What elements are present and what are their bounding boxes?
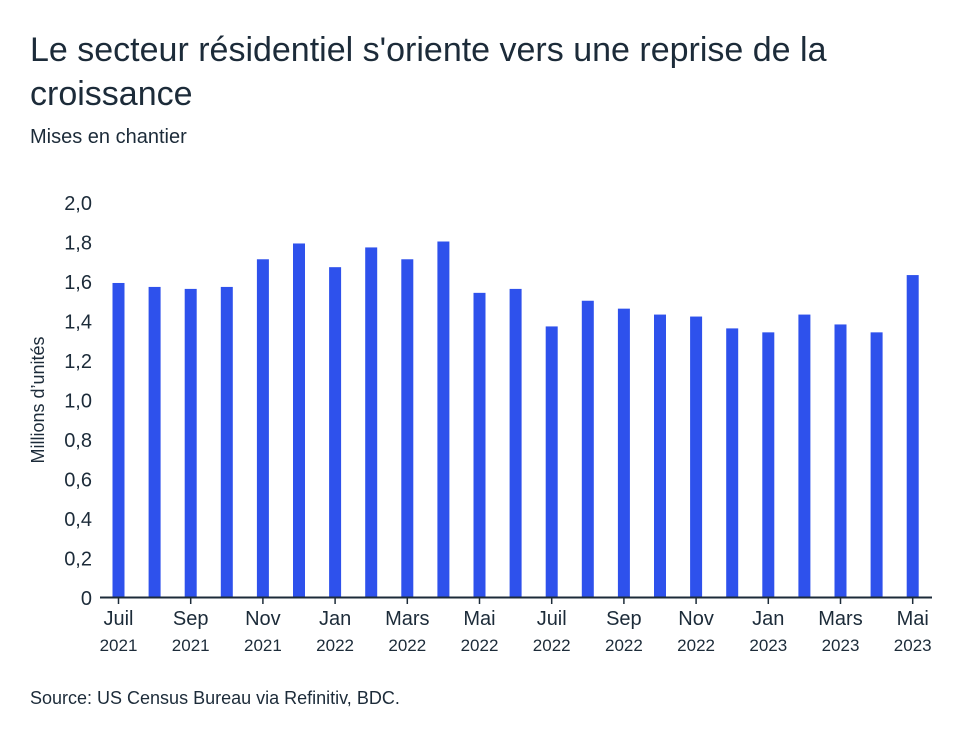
chart-title: Le secteur résidentiel s'oriente vers un… (30, 31, 827, 113)
x-tick-month: Mai (463, 608, 495, 630)
bar-2023-05 (906, 275, 919, 597)
bar-2022-04 (437, 241, 450, 597)
y-tick-label: 1,4 (64, 312, 92, 334)
y-tick-label: 0,2 (64, 549, 92, 571)
x-tick-year: 2022 (316, 636, 354, 655)
bar-2023-04 (870, 332, 883, 597)
x-tick-month: Sep (173, 608, 209, 630)
x-tick-month: Juil (537, 608, 567, 630)
x-tick-month: Mars (818, 608, 862, 630)
y-tick-label: 1,0 (64, 391, 92, 413)
x-tick-year: 2023 (822, 636, 860, 655)
bar-2022-02 (365, 247, 378, 598)
bar-2022-01 (329, 267, 342, 597)
bar-2021-07 (112, 282, 125, 597)
x-tick-month: Jan (319, 608, 351, 630)
x-tick-month: Nov (678, 608, 714, 630)
bar-2023-03 (834, 324, 847, 597)
x-tick-month: Mai (897, 608, 929, 630)
bar-2021-09 (184, 288, 197, 597)
x-tick-month: Mars (385, 608, 429, 630)
bar-2022-03 (401, 259, 414, 597)
x-tick-month: Juil (103, 608, 133, 630)
y-tick-label: 1,6 (64, 272, 92, 294)
source-note: Source: US Census Bureau via Refinitiv, … (30, 688, 400, 708)
bar-2021-08 (148, 286, 161, 597)
y-tick-label: 1,2 (64, 351, 92, 373)
y-tick-label: 0,6 (64, 470, 92, 492)
bar-2021-11 (256, 259, 269, 597)
x-tick-year: 2022 (533, 636, 571, 655)
y-tick-label: 0,8 (64, 430, 92, 452)
x-tick-year: 2022 (677, 636, 715, 655)
y-axis-label: Millions d’unités (28, 336, 48, 463)
bar-2022-11 (690, 316, 703, 597)
bar-2022-09 (617, 308, 630, 597)
bar-2023-02 (798, 314, 811, 597)
x-tick-year: 2021 (244, 636, 282, 655)
x-tick-month: Jan (752, 608, 784, 630)
bar-2022-05 (473, 292, 486, 597)
bar-2021-10 (220, 286, 233, 597)
y-tick-label: 0 (81, 588, 92, 610)
x-tick-year: 2021 (172, 636, 210, 655)
bar-2022-10 (654, 314, 666, 597)
chart-subtitle: Mises en chantier (30, 126, 187, 148)
x-tick-year: 2022 (388, 636, 426, 655)
bar-2023-01 (762, 332, 775, 597)
y-tick-label: 0,4 (64, 509, 92, 531)
bar-2022-06 (509, 288, 522, 597)
y-tick-label: 1,8 (64, 233, 92, 255)
bar-2021-12 (293, 243, 305, 597)
x-tick-year: 2021 (100, 636, 138, 655)
y-tick-label: 2,0 (64, 193, 92, 215)
bar-2022-07 (545, 326, 558, 597)
x-tick-year: 2022 (461, 636, 499, 655)
x-tick-year: 2022 (605, 636, 643, 655)
bar-2022-12 (726, 328, 739, 597)
bar-2022-08 (581, 300, 594, 597)
x-tick-year: 2023 (749, 636, 787, 655)
x-tick-month: Nov (245, 608, 281, 630)
x-tick-month: Sep (606, 608, 642, 630)
x-tick-year: 2023 (894, 636, 932, 655)
